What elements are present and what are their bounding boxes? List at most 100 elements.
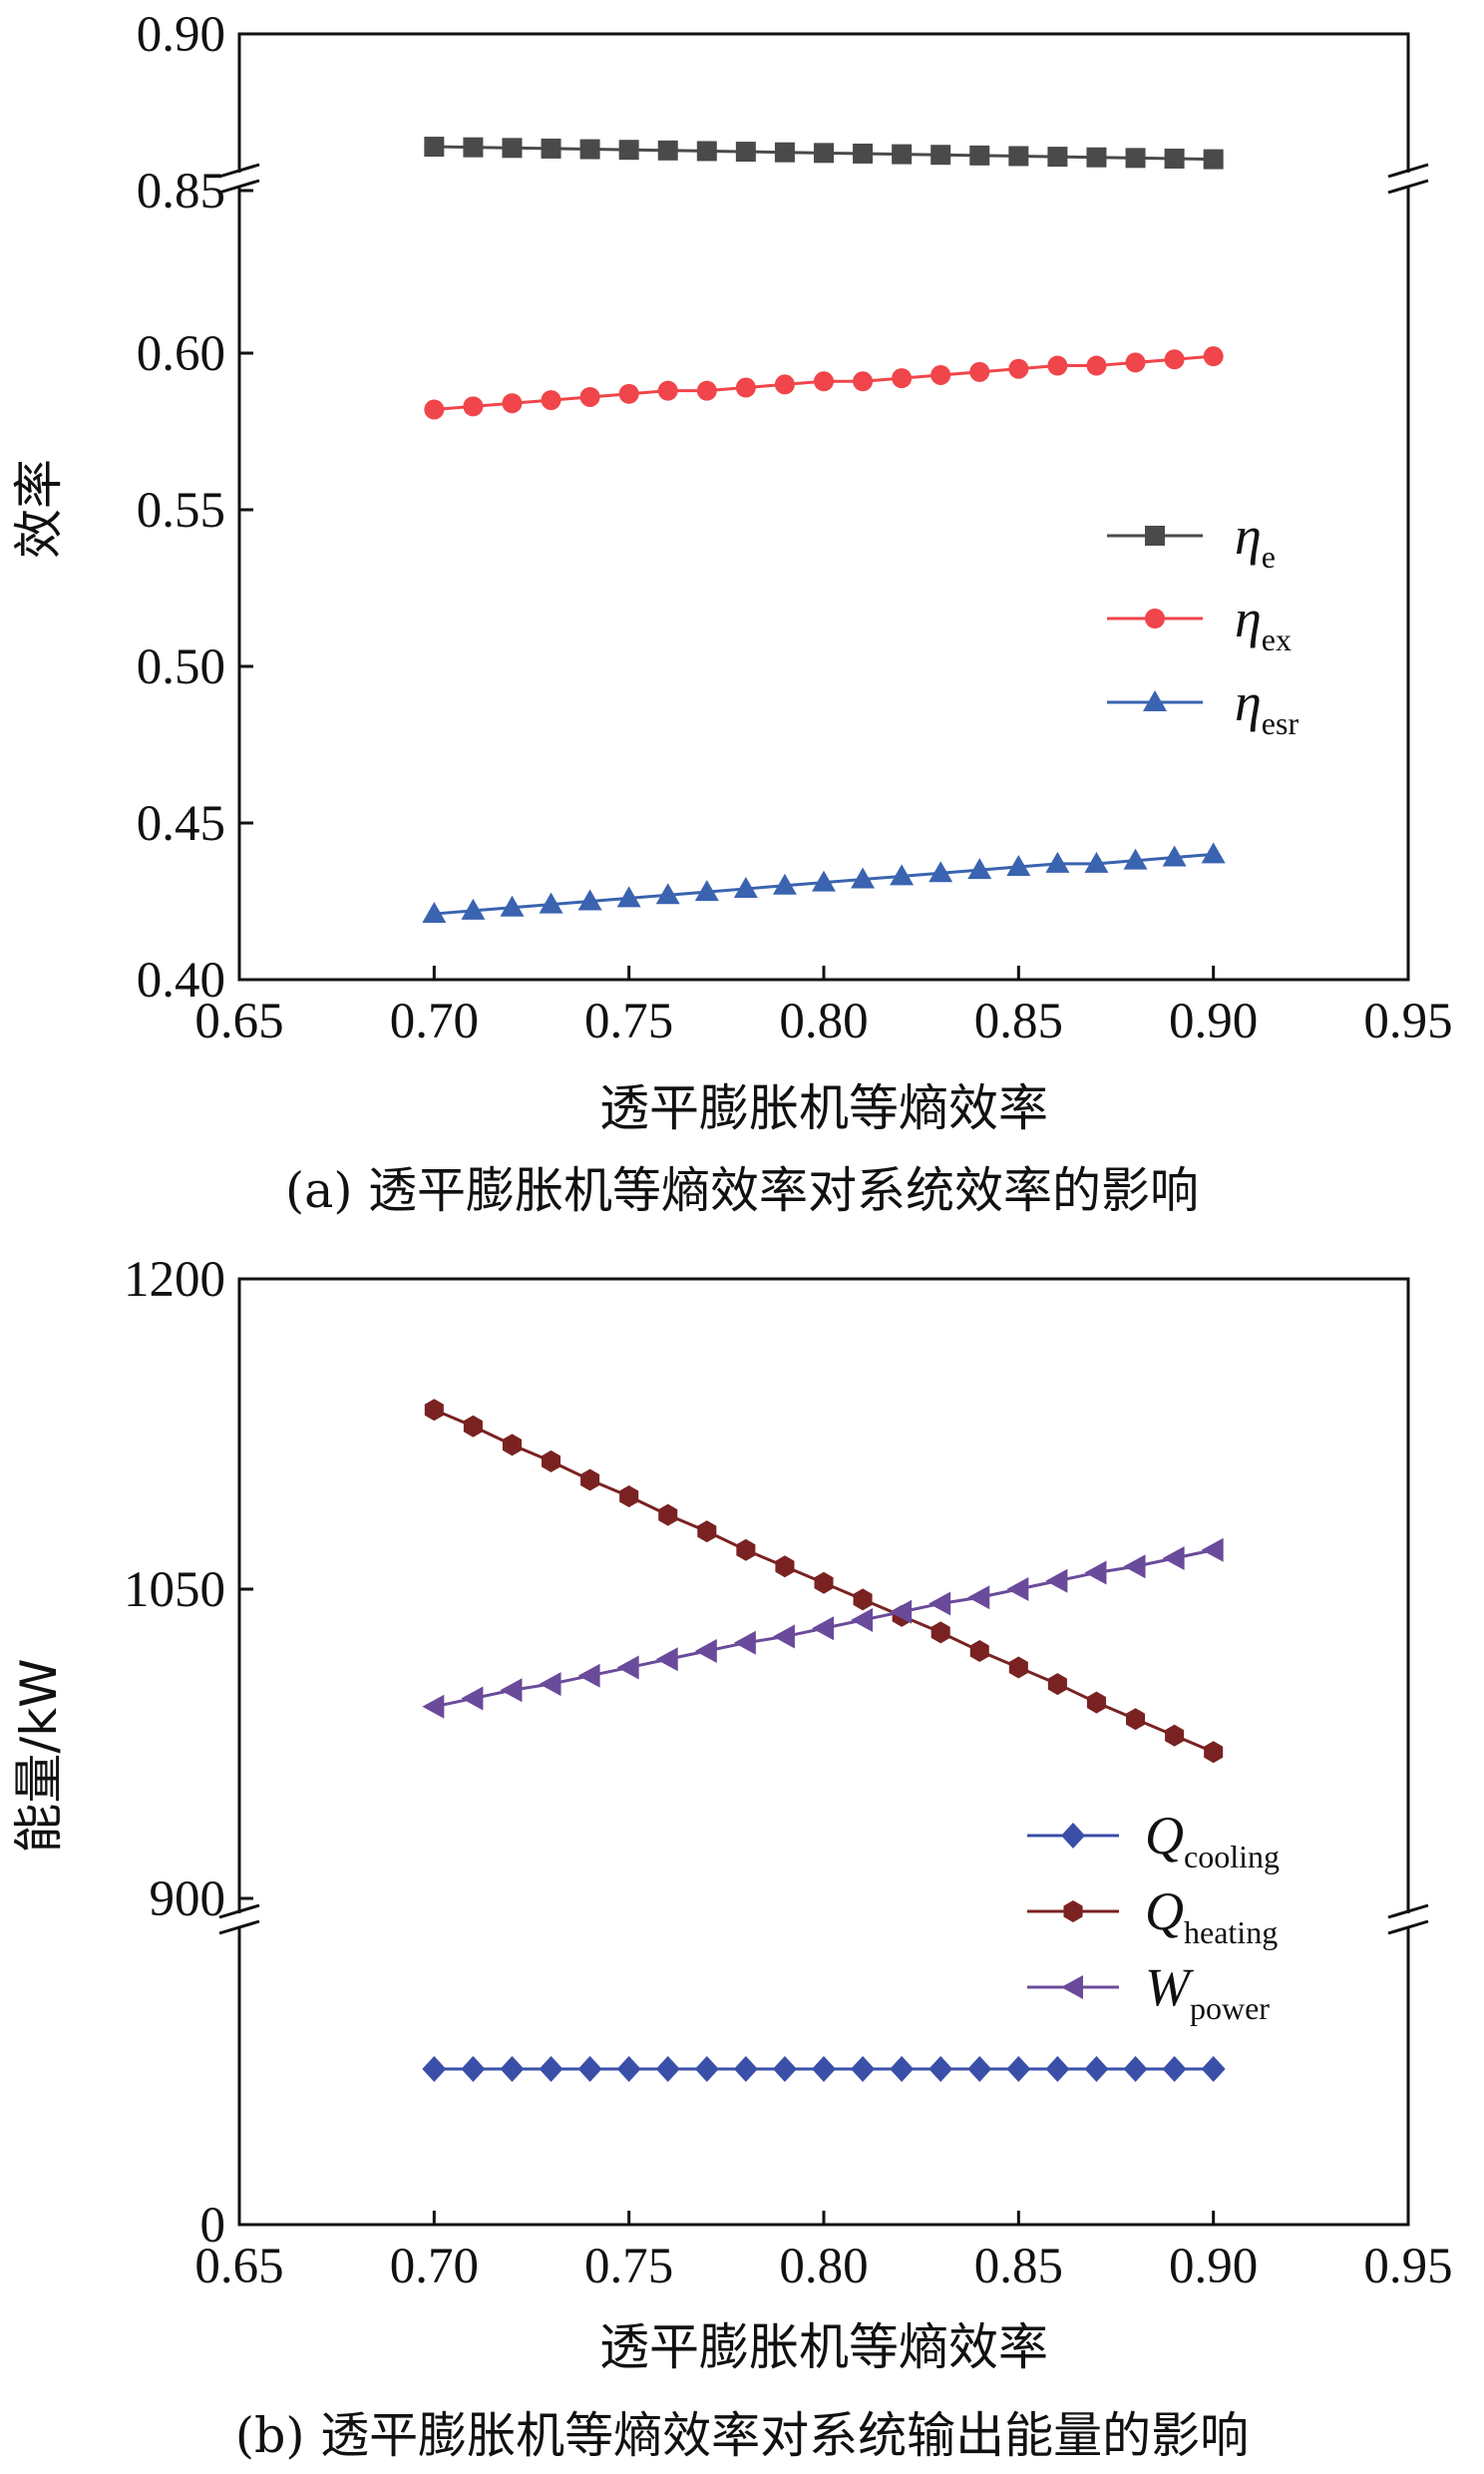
data-point <box>814 371 834 392</box>
legend-label: ηe <box>1235 506 1276 575</box>
data-point <box>1162 845 1187 867</box>
y-tick-label: 1050 <box>124 1562 225 1618</box>
y-axis-label: 效率 <box>10 459 68 559</box>
data-point <box>967 858 992 880</box>
data-point <box>655 1647 678 1672</box>
data-point <box>422 2056 447 2082</box>
legend-label: Wpower <box>1145 1957 1270 2026</box>
data-point <box>736 1538 756 1561</box>
data-point <box>890 864 915 886</box>
data-point <box>1045 2056 1070 2082</box>
data-point <box>616 1655 639 1680</box>
data-point <box>1006 2056 1031 2082</box>
data-point <box>539 892 563 914</box>
data-point <box>542 1449 561 1472</box>
data-point <box>1201 1537 1224 1562</box>
data-point <box>461 1686 484 1711</box>
axis-break-mark <box>218 1919 260 1935</box>
y-tick-label: 0.55 <box>137 483 225 539</box>
series-η-e <box>424 137 1224 170</box>
data-point <box>1047 355 1068 376</box>
x-tick-label: 0.80 <box>779 2239 868 2294</box>
legend-label: Qcooling <box>1145 1806 1280 1874</box>
data-point <box>580 1468 600 1491</box>
data-point <box>1123 2056 1148 2082</box>
y-tick-label: 900 <box>150 1871 226 1927</box>
data-point <box>1047 1673 1067 1696</box>
axis-break-gap <box>1398 1913 1418 1927</box>
data-point <box>733 876 758 898</box>
data-point <box>775 1555 795 1578</box>
data-point <box>1086 355 1107 376</box>
x-tick-label: 0.85 <box>974 994 1063 1049</box>
axis-break-mark <box>1387 1903 1429 1919</box>
axis-break-mark <box>1387 179 1429 195</box>
data-point <box>697 1520 717 1543</box>
data-point <box>892 144 913 165</box>
y-tick-label: 0.40 <box>137 953 225 1009</box>
data-point <box>1123 848 1148 870</box>
data-point <box>1165 1724 1185 1747</box>
data-point <box>461 2056 486 2082</box>
x-tick-label: 0.65 <box>194 994 283 1049</box>
data-point <box>733 2056 758 2082</box>
data-point <box>1008 1656 1028 1679</box>
x-tick-label: 0.90 <box>1169 2239 1258 2294</box>
y-tick-label: 0.50 <box>137 639 225 695</box>
legend-label: ηex <box>1235 589 1292 657</box>
data-point <box>657 380 678 401</box>
data-point <box>579 139 600 160</box>
data-point <box>657 140 678 161</box>
plot-frame <box>237 32 1410 982</box>
data-point <box>616 2056 641 2082</box>
x-tick-label: 0.80 <box>779 994 868 1049</box>
data-point <box>1125 148 1146 169</box>
data-point <box>772 1624 795 1649</box>
y-tick-label: 0.45 <box>137 796 225 852</box>
data-point <box>502 138 523 159</box>
y-tick-label: 1200 <box>124 1252 225 1308</box>
data-point <box>577 1663 600 1688</box>
data-point <box>655 883 680 905</box>
data-point <box>500 2056 525 2082</box>
series-η-ex <box>424 346 1224 420</box>
data-point <box>930 145 951 166</box>
data-point <box>735 142 756 163</box>
x-tick-label: 0.75 <box>584 2239 673 2294</box>
data-point <box>618 383 639 404</box>
data-point <box>541 390 561 411</box>
chart-panel-b: 0.65 0.70 0.75 0.80 0.85 0.90 0.95 0 900 1050 1200… <box>10 1252 1453 2464</box>
data-point <box>463 396 484 417</box>
axis-break-mark <box>218 179 260 195</box>
data-point <box>1086 147 1107 168</box>
data-point <box>930 1621 950 1644</box>
data-point <box>655 2056 680 2082</box>
x-tick-label: 0.95 <box>1363 2239 1452 2294</box>
data-point <box>696 141 717 162</box>
data-point <box>618 140 639 161</box>
data-point <box>1008 146 1029 167</box>
figure-caption: (b) 透平膨胀机等熵效率对系统输出能量的影响 <box>235 2407 1249 2464</box>
data-point <box>1086 1691 1106 1714</box>
data-point <box>1006 1577 1029 1601</box>
axis-break-gap <box>1398 173 1418 187</box>
data-point <box>774 374 795 395</box>
y-tick-label: 0.90 <box>137 7 225 63</box>
legend-label: ηesr <box>1235 672 1298 741</box>
data-point <box>930 364 951 385</box>
data-point <box>772 2056 797 2082</box>
data-point <box>422 1694 445 1719</box>
data-point <box>616 886 641 908</box>
legend-marker <box>1061 1975 1083 1999</box>
data-point <box>812 870 836 892</box>
y-axis-label: 能量/kW <box>10 1658 68 1853</box>
data-point <box>463 1415 483 1438</box>
series-W-power <box>422 1537 1224 1719</box>
legend-marker <box>1143 690 1167 711</box>
data-point <box>967 2056 992 2082</box>
series-η-esr <box>422 842 1226 924</box>
legend-marker <box>1061 1823 1085 1849</box>
data-point <box>619 1485 639 1507</box>
data-point <box>461 898 486 920</box>
